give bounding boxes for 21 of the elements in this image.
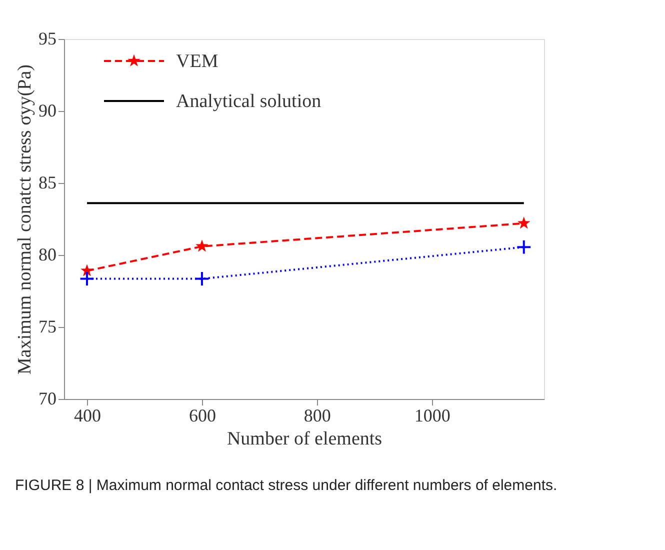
y-tick-label: 70 (38, 388, 56, 408)
x-tick-label: 600 (188, 406, 216, 426)
y-tick-label: 90 (38, 100, 56, 120)
y-tick-label: 95 (38, 28, 56, 48)
point (196, 240, 208, 252)
legend-label: VEM (176, 51, 218, 72)
point (518, 216, 530, 229)
x-tick-label: 1000 (414, 406, 450, 426)
caption: FIGURE 8 | Maximum normal contact stress under different numbers of elements. (15, 477, 558, 494)
y-tick-label: 80 (38, 244, 56, 264)
y-tick-label: 85 (38, 172, 56, 192)
x-axis-title: Number of elements (226, 428, 382, 450)
point (194, 271, 210, 286)
x-tick-label: 400 (74, 406, 101, 426)
point (79, 271, 95, 286)
point (80, 264, 94, 276)
legend-label: Analytical solution (176, 91, 322, 112)
y-tick-label: 75 (38, 316, 56, 336)
y-axis-title: Maximum normal conatct stress σyy(Pa) (14, 64, 36, 374)
point (516, 239, 532, 255)
x-tick-label: 800 (304, 406, 331, 426)
